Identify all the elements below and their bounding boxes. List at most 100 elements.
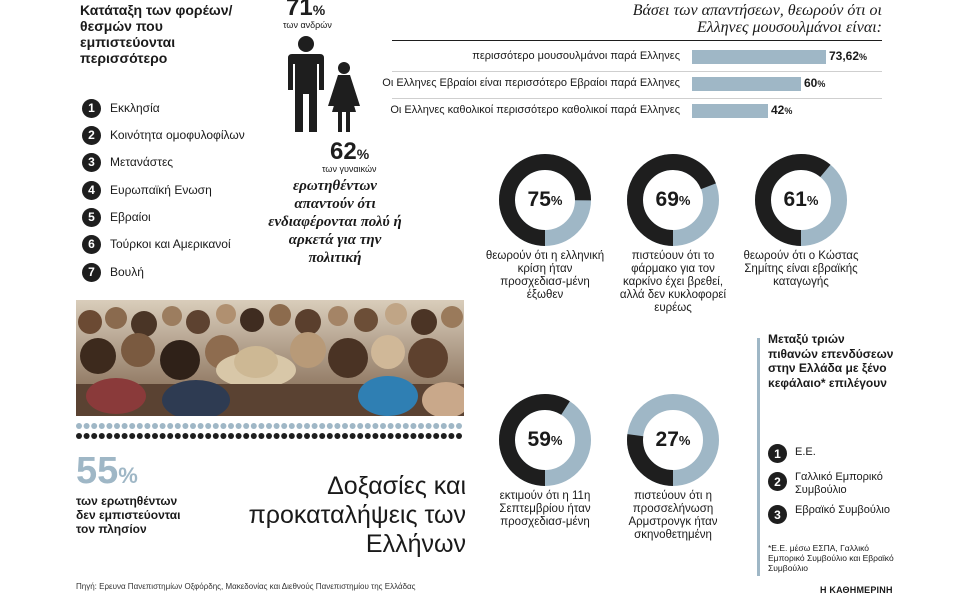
dot: [136, 433, 143, 439]
dot: [106, 423, 113, 429]
dot: [159, 433, 166, 439]
dot: [167, 423, 174, 429]
dot: [212, 433, 219, 439]
dot: [364, 433, 371, 439]
dot: [334, 433, 341, 439]
dot: [380, 433, 386, 439]
dot: [228, 433, 234, 439]
investments-accent-bar: [757, 338, 760, 576]
ranking-item: 6 Τούρκοι και Αμερικανοί: [82, 233, 231, 255]
dot: [190, 433, 196, 439]
trust-caption: των ερωτηθέντων δεν εμπιστεύονται τον πλ…: [76, 494, 181, 536]
dot: [121, 423, 128, 429]
dot: [121, 433, 128, 439]
ranking-item: 2 Κοινότητα ομοφυλοφίλων: [82, 124, 245, 146]
headline: Δοξασίες και προκαταλήψεις των Ελλήνων: [248, 472, 466, 558]
bar-row: περισσότερο μουσουλμάνοι παρά Ελληνες 73,…: [392, 48, 882, 72]
ranking-item: 1 Εκκλησία: [82, 97, 160, 119]
women-label: των γυναικών: [322, 164, 377, 174]
dot: [114, 423, 120, 429]
donut-value-label: 59%: [527, 428, 563, 451]
dot: [440, 433, 447, 439]
dot: [319, 433, 326, 439]
ranking-item: 4 Ευρωπαϊκή Ενωση: [82, 179, 212, 201]
donut-value-label: 61%: [783, 188, 819, 211]
dot: [425, 433, 432, 439]
women-percentage: 62%: [330, 138, 370, 165]
crowd-photo: [76, 300, 464, 416]
dot: [152, 433, 158, 439]
bar-chart-rule: [392, 40, 882, 41]
dot: [448, 423, 455, 429]
dot: [342, 423, 348, 429]
dot: [182, 433, 189, 439]
bar-row: Οι Ελληνες καθολικοί περισσότερο καθολικ…: [390, 102, 882, 120]
dot: [319, 423, 326, 429]
bar: [692, 77, 801, 91]
dot: [410, 433, 417, 439]
dot: [288, 433, 295, 439]
investment-number: 2: [768, 472, 787, 491]
rank-label: Τούρκοι και Αμερικανοί: [110, 237, 231, 251]
dot: [304, 433, 310, 439]
investment-number: 3: [768, 505, 787, 524]
dot: [448, 433, 455, 439]
dot: [372, 423, 379, 429]
rank-number: 6: [82, 234, 101, 254]
dot: [326, 433, 333, 439]
dot: [91, 433, 98, 439]
rank-number: 1: [82, 98, 101, 118]
dot: [425, 423, 432, 429]
donut-chart: 59%: [497, 392, 593, 488]
men-percentage: 71%: [286, 0, 326, 21]
dot: [387, 433, 394, 439]
man-icon: [288, 36, 324, 132]
donut-slice: [755, 154, 847, 246]
dot: [266, 423, 272, 429]
dot: [326, 423, 333, 429]
dot: [144, 433, 151, 439]
rank-number: 7: [82, 262, 101, 282]
ranking-item: 5 Εβραίοι: [82, 206, 151, 228]
dot: [182, 423, 189, 429]
bar-chart-title: Βάσει των απαντήσεων, θεωρούν ότι οι Ελλ…: [632, 2, 882, 36]
dot: [387, 423, 394, 429]
dot: [129, 433, 136, 439]
ranking-title: Κατάταξη των φορέων/ θεσμών που εμπιστεύ…: [80, 2, 233, 66]
dot: [380, 423, 386, 429]
dot: [159, 423, 166, 429]
donut-caption: θεωρούν ότι η ελληνική κρίση ήταν προσχε…: [485, 250, 605, 301]
dot: [456, 433, 462, 439]
bar-label: περισσότερο μουσουλμάνοι παρά Ελληνες: [472, 50, 680, 62]
dot: [311, 433, 318, 439]
woman-icon: [328, 62, 360, 132]
donut-slice: [627, 154, 719, 246]
bar-label: Οι Ελληνες καθολικοί περισσότερο καθολικ…: [390, 104, 680, 116]
dot: [342, 433, 348, 439]
dot: [258, 423, 265, 429]
rank-label: Βουλή: [110, 265, 144, 279]
dot: [250, 423, 257, 429]
ranking-item: 7 Βουλή: [82, 261, 144, 283]
rank-number: 4: [82, 180, 101, 200]
rank-label: Ευρωπαϊκή Ενωση: [110, 183, 212, 197]
dot: [258, 433, 265, 439]
dot: [190, 423, 196, 429]
dot: [205, 433, 212, 439]
bar: [692, 104, 768, 118]
rank-number: 5: [82, 207, 101, 227]
donut-chart: 75%: [497, 152, 593, 248]
bar-label: Οι Ελληνες Εβραίοι είναι περισσότερο Εβρ…: [382, 77, 680, 89]
dot: [243, 423, 250, 429]
dot: [235, 423, 242, 429]
investment-item: 1 Ε.Ε.: [768, 443, 905, 463]
dot: [114, 433, 120, 439]
dot: [235, 433, 242, 439]
gender-caption: ερωτηθέντων απαντούν ότι ενδιαφέρονται π…: [268, 178, 402, 266]
dot: [296, 423, 303, 429]
dot: [228, 423, 234, 429]
dot: [364, 423, 371, 429]
source-note: Πηγή: Ερευνα Πανεπιστημίων Οξφόρδης, Μακ…: [76, 582, 416, 591]
dot: [129, 423, 136, 429]
dot: [311, 423, 318, 429]
